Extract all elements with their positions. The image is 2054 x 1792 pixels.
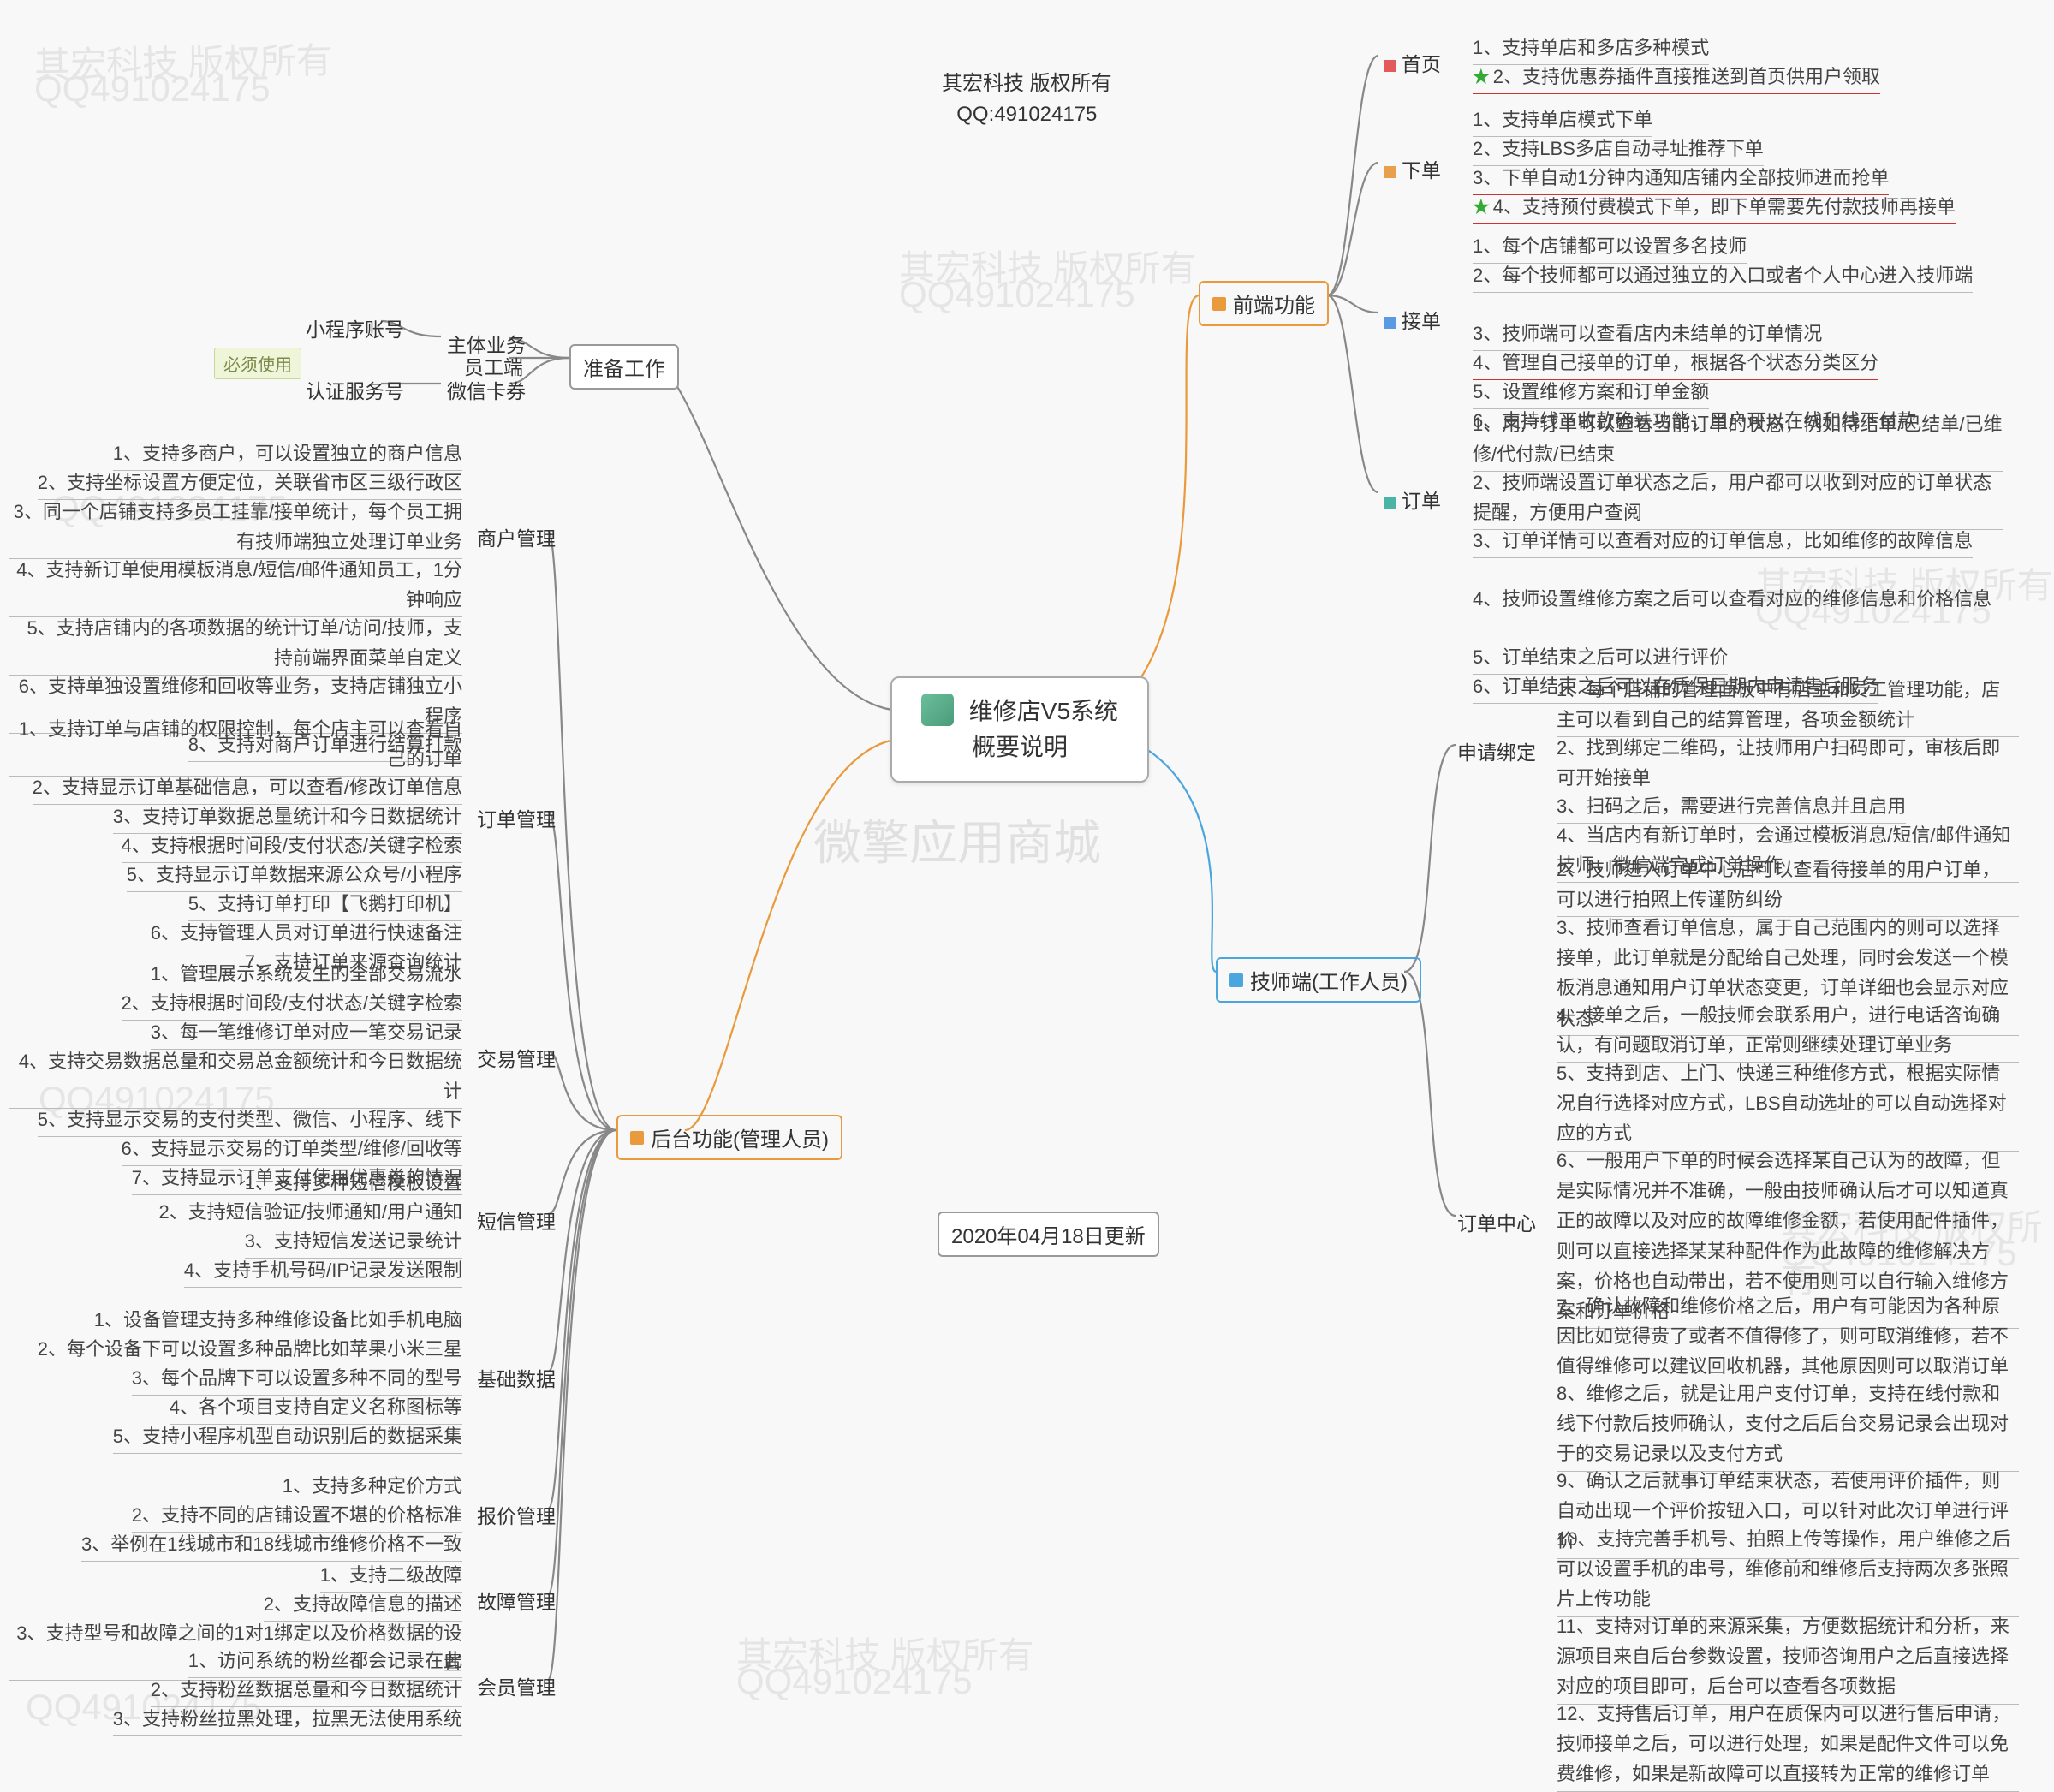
backend-node: 后台功能(管理人员) bbox=[616, 1115, 842, 1160]
fe-place-label: 下单 bbox=[1383, 151, 1443, 187]
center-node: 维修店V5系统概要说明 bbox=[890, 676, 1149, 783]
prep-must-tag: 必须使用 bbox=[214, 348, 301, 379]
trade-label: 交易管理 bbox=[475, 1039, 557, 1075]
leaf-item: 3、支持粉丝拉黑处理，拉黑无法使用系统 bbox=[113, 1702, 462, 1736]
tech-center-label: 订单中心 bbox=[1456, 1204, 1538, 1240]
fault-label: 故障管理 bbox=[475, 1582, 557, 1618]
watermark: QQ491024175 bbox=[34, 68, 271, 110]
leaf-item: 1、用户订单可以查看当前订单的状态，例如待结单/已结单/已维修/代付款/已结束 bbox=[1473, 408, 2003, 472]
leaf-item: 5、支持到店、上门、快递三种维修方式，根据实际情况自行选择对应方式，LBS自动选… bbox=[1557, 1057, 2019, 1152]
leaf-item: 2、技师端设置订单状态之后，用户都可以收到对应的订单状态提醒，方便用户查阅 bbox=[1473, 466, 2003, 530]
basedata-label: 基础数据 bbox=[475, 1360, 557, 1396]
leaf-item: ★4、支持预付费模式下单，即下单需要先付款技师再接单 bbox=[1473, 190, 1956, 224]
leaf-item: 8、维修之后，就是让用户支付订单，支持在线付款和线下付款后技师确认，支付之后后台… bbox=[1557, 1377, 2019, 1472]
sms-label: 短信管理 bbox=[475, 1202, 557, 1238]
watermark: 其宏科技 版权所有 bbox=[33, 32, 332, 89]
leaf-item: 3、订单详情可以查看对应的订单信息，比如维修的故障信息 bbox=[1473, 524, 1973, 558]
leaf-item: 3、举例在1线城市和18线城市维修价格不一致 bbox=[81, 1527, 462, 1562]
leaf-item: 5、支持小程序机型自动识别后的数据采集 bbox=[113, 1420, 462, 1454]
leaf-item: 1、支持订单与店铺的权限控制，每个店主可以查看自己的订单 bbox=[9, 712, 462, 777]
watermark: 其宏科技 版权所有 bbox=[899, 240, 1197, 292]
tech-node: 技师端(工作人员) bbox=[1216, 957, 1421, 1003]
leaf-item: ★2、支持优惠券插件直接推送到首页供用户领取 bbox=[1473, 60, 1880, 94]
leaf-item: 2、找到绑定二维码，让技师用户扫码即可，审核后即可开始接单 bbox=[1557, 731, 2019, 795]
leaf-item: 3、同一个店铺支持多员工挂靠/接单统计，每个员工拥有技师端独立处理订单业务 bbox=[9, 495, 462, 559]
leaf-item: 2、每个技师都可以通过独立的入口或者个人中心进入技师端 bbox=[1473, 259, 1973, 293]
leaf-item: 11、支持对订单的来源采集，方便数据统计和分析，来源项目来自后台参数设置，技师咨… bbox=[1557, 1610, 2019, 1705]
leaf-item: 2、技师进入订单中心后可以查看待接单的用户订单，可以进行拍照上传谨防纠纷 bbox=[1557, 853, 2019, 917]
prep-node: 准备工作 bbox=[569, 344, 679, 390]
leaf-item: 4、技师设置维修方案之后可以查看对应的维修信息和价格信息 bbox=[1473, 582, 1991, 616]
ordermgmt-label: 订单管理 bbox=[475, 800, 557, 836]
fe-orders-label: 订单 bbox=[1383, 481, 1443, 517]
leaf-item: 10、支持完善手机号、拍照上传等操作，用户维修之后可以设置手机的串号，维修前和维… bbox=[1557, 1522, 2019, 1617]
prep-sub: 小程序账号 bbox=[304, 310, 406, 346]
watermark: 其宏科技 版权所有 bbox=[736, 1627, 1034, 1679]
leaf-item: 4、支持手机号码/IP记录发送限制 bbox=[184, 1253, 462, 1288]
header-text: 其宏科技 版权所有QQ:491024175 bbox=[942, 68, 1112, 130]
leaf-item: 4、支持新订单使用模板消息/短信/邮件通知员工，1分钟响应 bbox=[9, 553, 462, 617]
merchant-label: 商户管理 bbox=[475, 519, 557, 555]
watermark: QQ491024175 bbox=[899, 274, 1135, 315]
leaf-item: 7、确认故障和维修价格之后，用户有可能因为各种原因比如觉得贵了或者不值得修了，则… bbox=[1557, 1289, 2019, 1384]
leaf-item: 5、支持店铺内的各项数据的统计订单/访问/技师，支持前端界面菜单自定义 bbox=[9, 611, 462, 676]
leaf-item: 1、每个店铺的管理面板中有店主和员工管理功能，店主可以看到自己的结算管理，各项金… bbox=[1557, 673, 2019, 737]
frontend-node: 前端功能 bbox=[1199, 281, 1329, 326]
watermark: QQ491024175 bbox=[736, 1661, 973, 1702]
fe-accept-label: 接单 bbox=[1383, 301, 1443, 337]
prep-item: 微信卡券 bbox=[445, 372, 527, 408]
member-label: 会员管理 bbox=[475, 1668, 557, 1704]
quote-label: 报价管理 bbox=[475, 1497, 557, 1533]
big-watermark: 微擎应用商城 bbox=[813, 805, 1101, 874]
tech-apply-label: 申请绑定 bbox=[1456, 733, 1538, 769]
leaf-item: 4、支持交易数据总量和交易总金额统计和今日数据统计 bbox=[9, 1045, 462, 1109]
prep-sub: 认证服务号 bbox=[304, 372, 406, 408]
update-date: 2020年04月18日更新 bbox=[938, 1212, 1159, 1257]
leaf-item: 12、支持售后订单，用户在质保内可以进行售后申请，技师接单之后，可以进行处理，如… bbox=[1557, 1697, 2019, 1792]
leaf-item: 4、接单之后，一般技师会联系用户，进行电话咨询确认，有问题取消订单，正常则继续处… bbox=[1557, 998, 2019, 1063]
fe-home-label: 首页 bbox=[1383, 45, 1443, 80]
